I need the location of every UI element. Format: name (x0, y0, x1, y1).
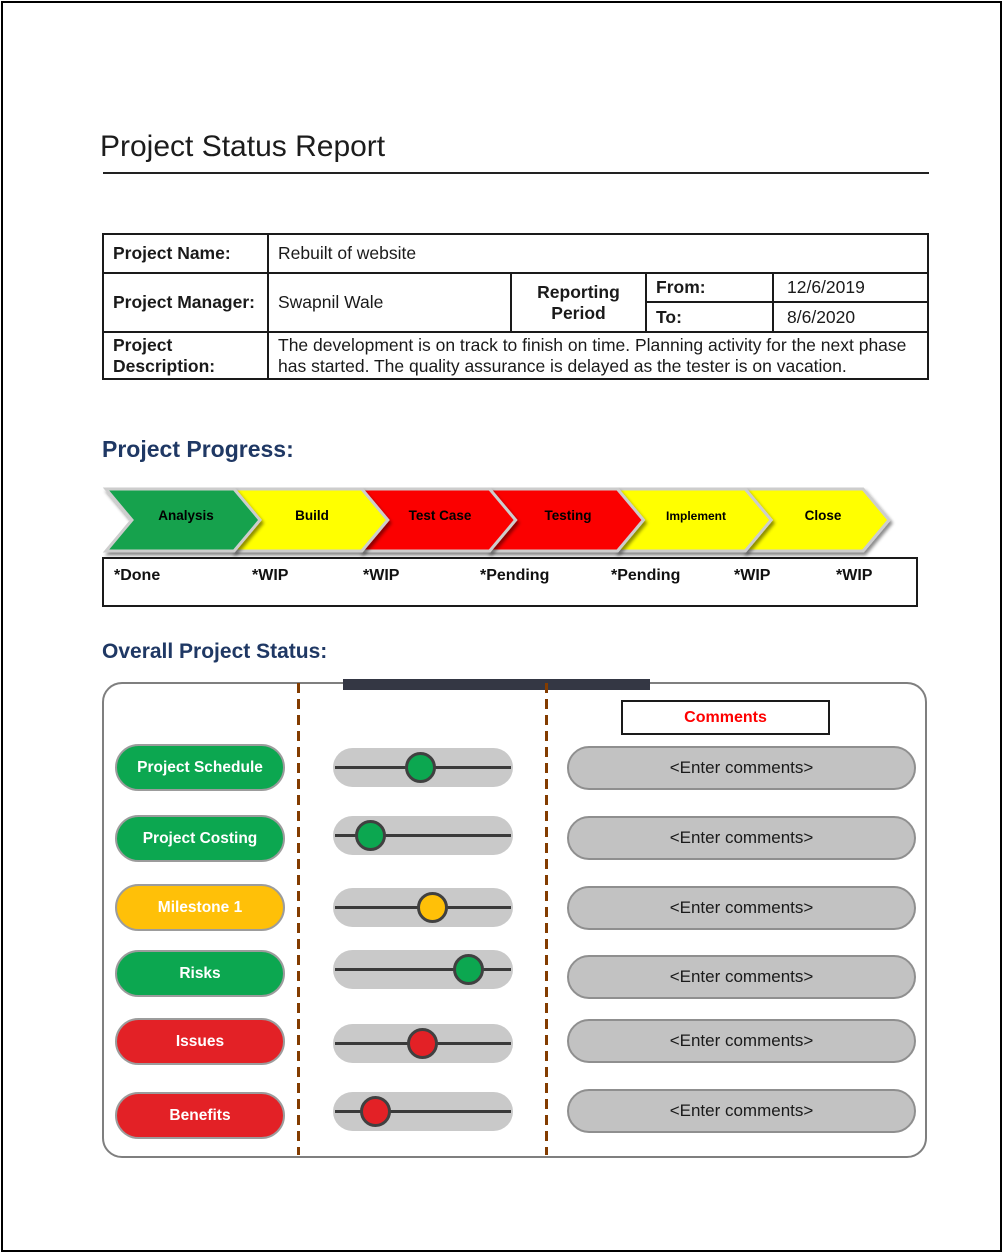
svg-text:Test Case: Test Case (409, 508, 472, 523)
svg-text:Analysis: Analysis (158, 508, 214, 523)
svg-text:Implement: Implement (666, 509, 726, 523)
svg-text:Close: Close (805, 508, 842, 523)
svg-text:Testing: Testing (545, 508, 592, 523)
svg-text:Build: Build (295, 508, 329, 523)
